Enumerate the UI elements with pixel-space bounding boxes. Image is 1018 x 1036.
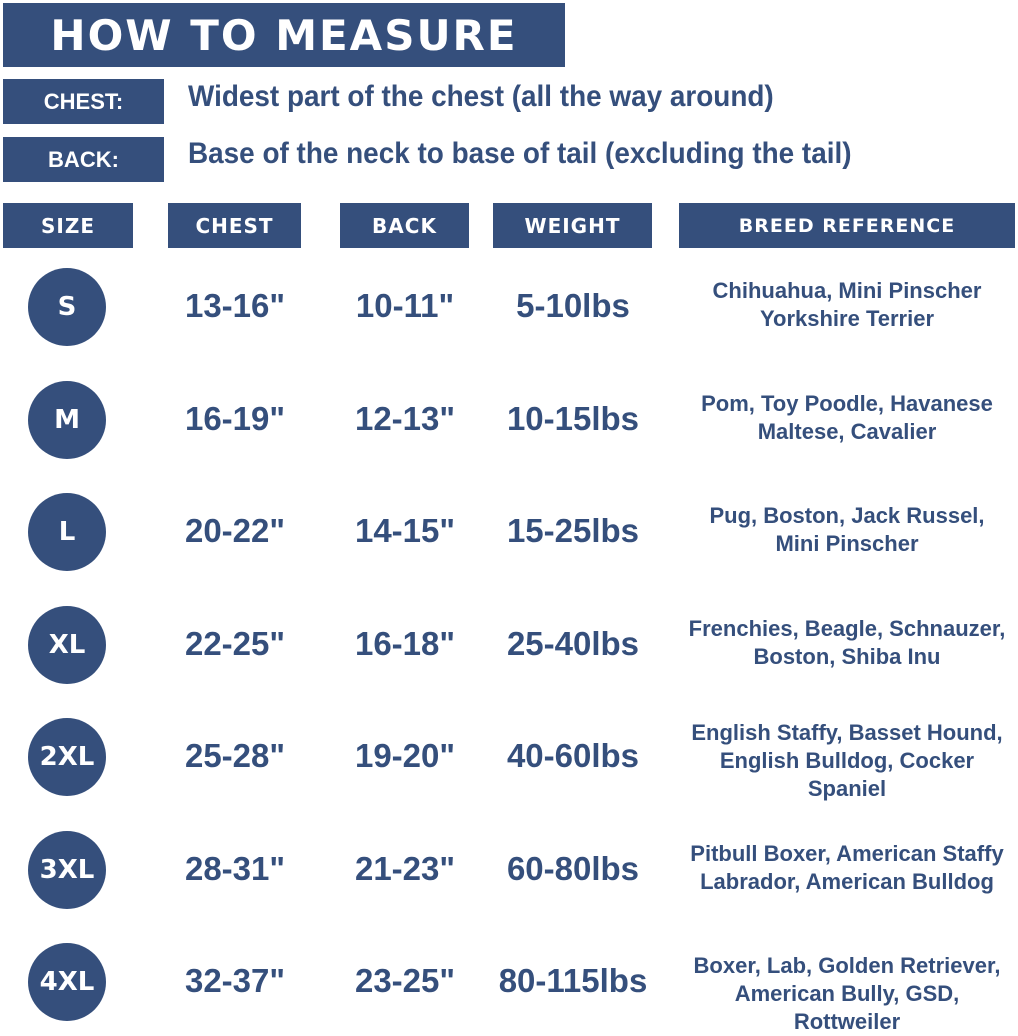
chest-value: 16-19" (184, 400, 286, 437)
size-badge: 2XL (28, 718, 106, 796)
column-header-chest: CHEST (168, 203, 301, 248)
back-value: 16-18" (354, 625, 456, 662)
column-header-back: BACK (340, 203, 469, 248)
weight-value: 15-25lbs (506, 512, 640, 549)
back-value: 12-13" (354, 400, 456, 437)
breed-line: Maltese, Cavalier (757, 419, 937, 444)
breed-line: Chihuahua, Mini Pinscher (712, 278, 982, 303)
breed-line: English Bulldog, Cocker (719, 748, 975, 773)
weight-value: 80-115lbs (498, 962, 648, 999)
weight-value: 25-40lbs (506, 625, 640, 662)
breed-line: Yorkshire Terrier (759, 306, 935, 331)
chest-value: 25-28" (184, 737, 286, 774)
size-badge: 3XL (28, 831, 106, 909)
chest-label: CHEST: (3, 79, 164, 124)
column-header-breed-reference: BREED REFERENCE (679, 203, 1015, 248)
breed-line: English Staffy, Basset Hound, (691, 720, 1003, 745)
weight-value: 5-10lbs (516, 287, 630, 324)
size-badge: 4XL (28, 943, 106, 1021)
weight-value: 40-60lbs (506, 737, 640, 774)
breed-reference: Pom, Toy Poodle, Havanese Maltese, Cavali… (679, 390, 1015, 446)
chest-value: 32-37" (184, 962, 286, 999)
breed-line: Pom, Toy Poodle, Havanese (701, 391, 993, 416)
back-label: BACK: (3, 137, 164, 182)
breed-line: Frenchies, Beagle, Schnauzer, (688, 616, 1006, 641)
chest-value: 13-16" (184, 287, 286, 324)
back-value: 21-23" (354, 850, 456, 887)
breed-reference: Boxer, Lab, Golden Retriever, American Bu… (679, 952, 1015, 1036)
chest-value: 28-31" (184, 850, 286, 887)
breed-line: Boston, Shiba Inu (753, 644, 941, 669)
column-header-size: SIZE (3, 203, 133, 248)
back-value: 14-15" (354, 512, 456, 549)
breed-line: Pitbull Boxer, American Staffy (690, 841, 1004, 866)
page-title: HOW TO MEASURE (3, 3, 565, 67)
back-description: Base of the neck to base of tail (exclud… (188, 137, 852, 170)
breed-reference: English Staffy, Basset Hound, English Bul… (679, 719, 1015, 803)
back-value: 10-11" (355, 287, 455, 324)
breed-reference: Pug, Boston, Jack Russel, Mini Pinscher (679, 502, 1015, 558)
chest-value: 20-22" (184, 512, 286, 549)
size-badge: XL (28, 606, 106, 684)
size-badge: L (28, 493, 106, 571)
size-badge: S (28, 268, 106, 346)
breed-line: Mini Pinscher (775, 531, 919, 556)
size-badge: M (28, 381, 106, 459)
chest-value: 22-25" (184, 625, 286, 662)
breed-line: Boxer, Lab, Golden Retriever, (693, 953, 1001, 978)
column-header-weight: WEIGHT (493, 203, 652, 248)
breed-reference: Pitbull Boxer, American Staffy Labrador, … (679, 840, 1015, 896)
breed-line: Pug, Boston, Jack Russel, (709, 503, 985, 528)
weight-value: 10-15lbs (506, 400, 640, 437)
breed-line: Spaniel (807, 776, 887, 801)
breed-reference: Chihuahua, Mini Pinscher Yorkshire Terrie… (679, 277, 1015, 333)
back-value: 23-25" (354, 962, 456, 999)
breed-line: Labrador, American Bulldog (700, 869, 994, 894)
weight-value: 60-80lbs (506, 850, 640, 887)
breed-line: American Bully, GSD, Rottweiler (734, 981, 960, 1034)
back-value: 19-20" (354, 737, 456, 774)
chest-description: Widest part of the chest (all the way ar… (188, 80, 774, 113)
breed-reference: Frenchies, Beagle, Schnauzer, Boston, Shi… (679, 615, 1015, 671)
